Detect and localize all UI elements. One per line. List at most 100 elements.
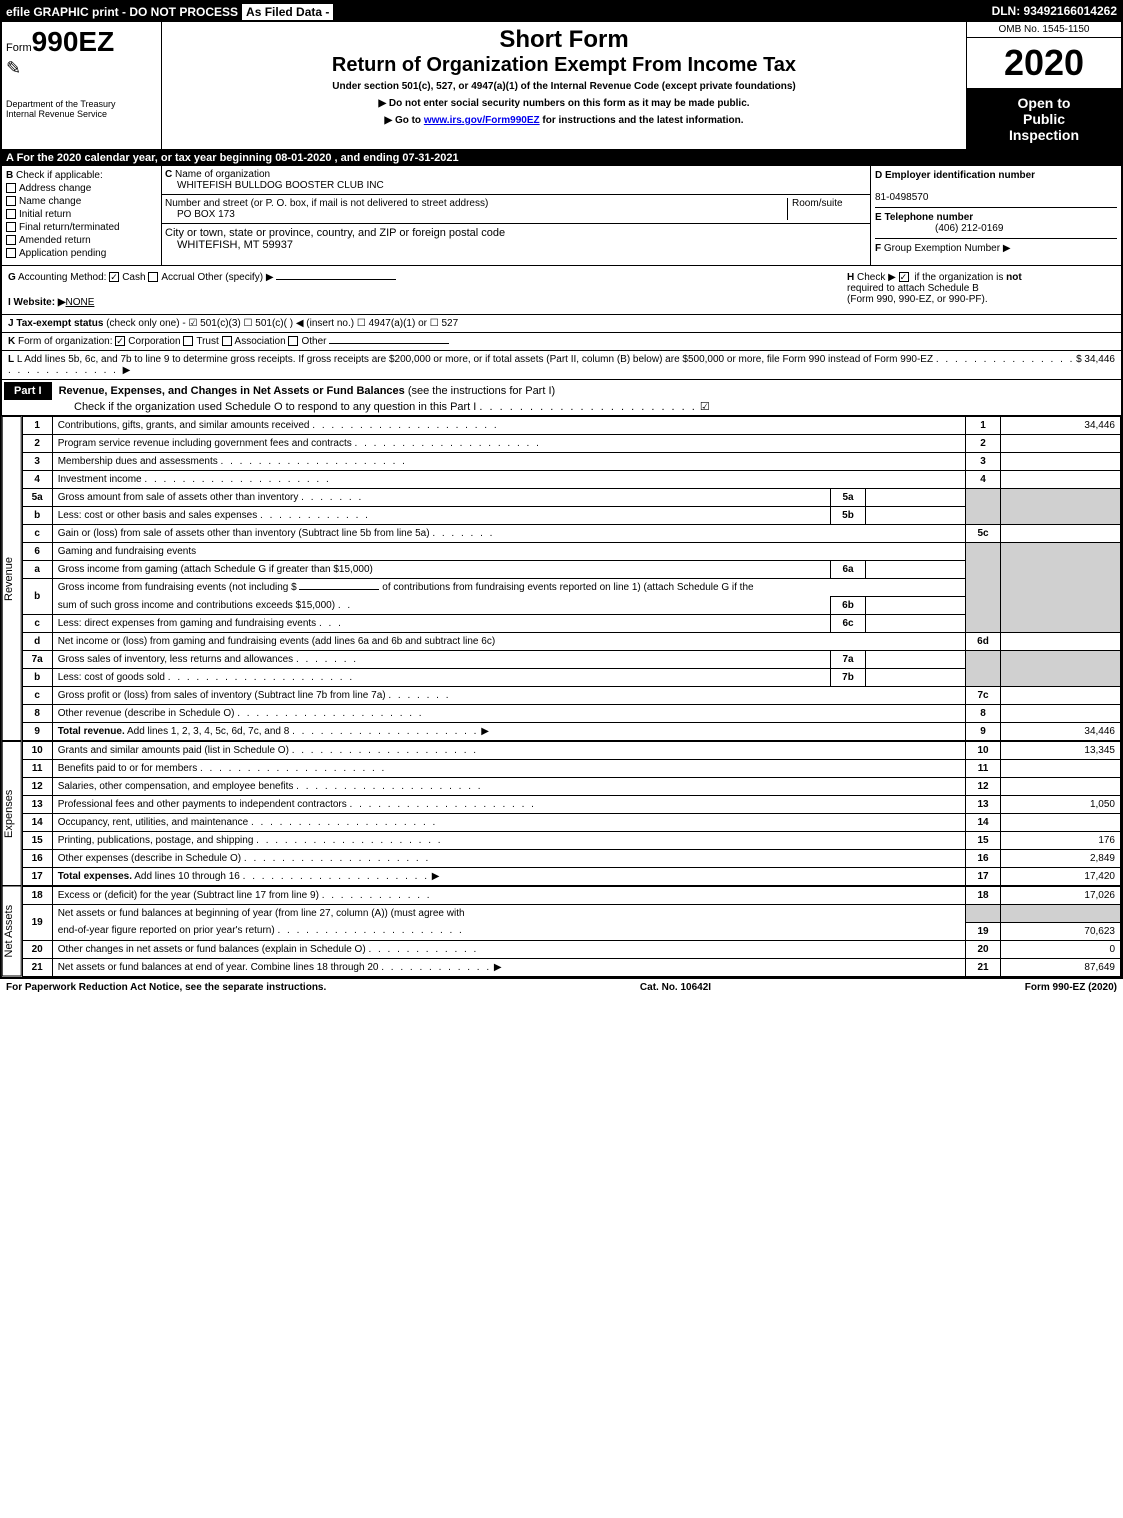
l-amount: $ 34,446 xyxy=(1076,354,1115,376)
pending-label: Application pending xyxy=(19,248,106,259)
l4-rnum: 4 xyxy=(966,471,1001,489)
form-of-label: Form of organization: xyxy=(18,336,113,347)
l7b-sub: 7b xyxy=(831,669,866,687)
tax-year: 2020 xyxy=(967,38,1121,89)
check-if-label: Check if applicable: xyxy=(16,170,103,181)
check-final: Final return/terminated xyxy=(6,222,157,233)
line-7c: c Gross profit or (loss) from sales of i… xyxy=(22,687,1120,705)
l14-num: 14 xyxy=(22,814,52,832)
netassets-section: Net Assets 18 Excess or (deficit) for th… xyxy=(2,886,1121,977)
l18-num: 18 xyxy=(22,887,52,905)
col-c-org: C Name of organization WHITEFISH BULLDOG… xyxy=(162,166,871,265)
checkbox-amended[interactable] xyxy=(6,235,16,245)
revenue-table: 1 Contributions, gifts, grants, and simi… xyxy=(22,416,1121,741)
check-amended: Amended return xyxy=(6,235,157,246)
l6-shade2 xyxy=(1001,543,1121,633)
checkbox-cash[interactable] xyxy=(109,272,119,282)
l6b-desc1: Gross income from fundraising events (no… xyxy=(58,582,297,593)
expenses-side-label: Expenses xyxy=(2,741,22,886)
l17-dots: . . . . . . . . . . . . . . . . . . . . xyxy=(243,871,429,882)
checkbox-other[interactable] xyxy=(288,336,298,346)
line-13: 13 Professional fees and other payments … xyxy=(22,796,1120,814)
checkbox-initial[interactable] xyxy=(6,209,16,219)
l19-shade2 xyxy=(1001,905,1121,923)
l11-dots: . . . . . . . . . . . . . . . . . . . . xyxy=(200,763,386,774)
footer-right-prefix: Form xyxy=(1025,982,1053,993)
l9-num: 9 xyxy=(22,723,52,741)
checkbox-name[interactable] xyxy=(6,196,16,206)
website-value: NONE xyxy=(66,297,95,308)
footer-right-bold: 990-EZ xyxy=(1053,982,1086,993)
line-4: 4 Investment income . . . . . . . . . . … xyxy=(22,471,1120,489)
revenue-side-label: Revenue xyxy=(2,416,22,741)
row-k: K Form of organization: Corporation Trus… xyxy=(2,333,1121,351)
l2-rval xyxy=(1001,435,1121,453)
goto-link[interactable]: www.irs.gov/Form990EZ xyxy=(424,115,540,126)
l7a-dots: . . . . . . . xyxy=(296,654,358,665)
l6b-blank xyxy=(299,589,379,590)
irs-label: Internal Revenue Service xyxy=(6,109,157,119)
checkbox-corp[interactable] xyxy=(115,336,125,346)
l10-num: 10 xyxy=(22,742,52,760)
part1-title: Revenue, Expenses, and Changes in Net As… xyxy=(59,385,405,397)
checkbox-accrual[interactable] xyxy=(148,272,158,282)
city-value: WHITEFISH, MT 59937 xyxy=(177,239,293,251)
f-label: F xyxy=(875,243,881,254)
l9-rnum: 9 xyxy=(966,723,1001,741)
part1-checkbox[interactable]: ☑ xyxy=(700,401,710,413)
l16-desc: Other expenses (describe in Schedule O) xyxy=(58,853,241,864)
l9-arrow: ▶ xyxy=(481,726,489,737)
checkbox-trust[interactable] xyxy=(183,336,193,346)
l13-desc: Professional fees and other payments to … xyxy=(58,799,347,810)
l11-rval xyxy=(1001,760,1121,778)
name-change-label: Name change xyxy=(19,196,81,207)
expenses-table: 10 Grants and similar amounts paid (list… xyxy=(22,741,1121,886)
l16-rnum: 16 xyxy=(966,850,1001,868)
line-11: 11 Benefits paid to or for members . . .… xyxy=(22,760,1120,778)
l3-dots: . . . . . . . . . . . . . . . . . . . . xyxy=(221,456,407,467)
l5c-num: c xyxy=(22,525,52,543)
dln-text: DLN: 93492166014262 xyxy=(992,4,1117,20)
l10-rval: 13,345 xyxy=(1001,742,1121,760)
l4-rval xyxy=(1001,471,1121,489)
form-990-label: Form990EZ xyxy=(6,26,157,58)
form-container: efile GRAPHIC print - DO NOT PROCESS As … xyxy=(0,0,1123,979)
line-1: 1 Contributions, gifts, grants, and simi… xyxy=(22,417,1120,435)
l6b-num: b xyxy=(22,579,52,615)
accounting-label: Accounting Method: xyxy=(18,272,106,283)
phone-box: E Telephone number (406) 212-0169 xyxy=(875,208,1117,239)
checkbox-h[interactable] xyxy=(899,272,909,282)
l3-rval xyxy=(1001,453,1121,471)
col-b-checks: B Check if applicable: Address change Na… xyxy=(2,166,162,265)
ein-box: D Employer identification number 81-0498… xyxy=(875,170,1117,208)
checkbox-pending[interactable] xyxy=(6,248,16,258)
header-center-col: Short Form Return of Organization Exempt… xyxy=(162,22,966,149)
l8-desc: Other revenue (describe in Schedule O) xyxy=(58,708,235,719)
l21-num: 21 xyxy=(22,958,52,976)
line-5b: b Less: cost or other basis and sales ex… xyxy=(22,507,1120,525)
l6b-desc2: of contributions from fundraising events… xyxy=(382,582,753,593)
l7a-num: 7a xyxy=(22,651,52,669)
checkbox-final[interactable] xyxy=(6,222,16,232)
city-box: City or town, state or province, country… xyxy=(162,224,870,254)
l5a-desc: Gross amount from sale of assets other t… xyxy=(58,492,299,503)
open-line1: Open to xyxy=(973,95,1115,111)
line-6b-1: b Gross income from fundraising events (… xyxy=(22,579,1120,597)
checkbox-assoc[interactable] xyxy=(222,336,232,346)
l10-dots: . . . . . . . . . . . . . . . . . . . . xyxy=(292,745,478,756)
l5c-desc: Gain or (loss) from sale of assets other… xyxy=(58,528,430,539)
check-name-change: Name change xyxy=(6,196,157,207)
line-21: 21 Net assets or fund balances at end of… xyxy=(22,958,1120,976)
accrual-label: Accrual xyxy=(161,272,194,283)
l5ab-shade2 xyxy=(1001,489,1121,525)
l5c-rnum: 5c xyxy=(966,525,1001,543)
l7b-desc: Less: cost of goods sold xyxy=(58,672,165,683)
l19-desc: Net assets or fund balances at beginning… xyxy=(52,905,965,923)
line-12: 12 Salaries, other compensation, and emp… xyxy=(22,778,1120,796)
l5b-dots: . . . . . . . . . . . . xyxy=(260,510,370,521)
l13-dots: . . . . . . . . . . . . . . . . . . . . xyxy=(350,799,536,810)
l6-desc: Gaming and fundraising events xyxy=(52,543,965,561)
checkbox-addr[interactable] xyxy=(6,183,16,193)
line-10: 10 Grants and similar amounts paid (list… xyxy=(22,742,1120,760)
no-ssn-instruction: ▶ Do not enter social security numbers o… xyxy=(166,98,962,109)
